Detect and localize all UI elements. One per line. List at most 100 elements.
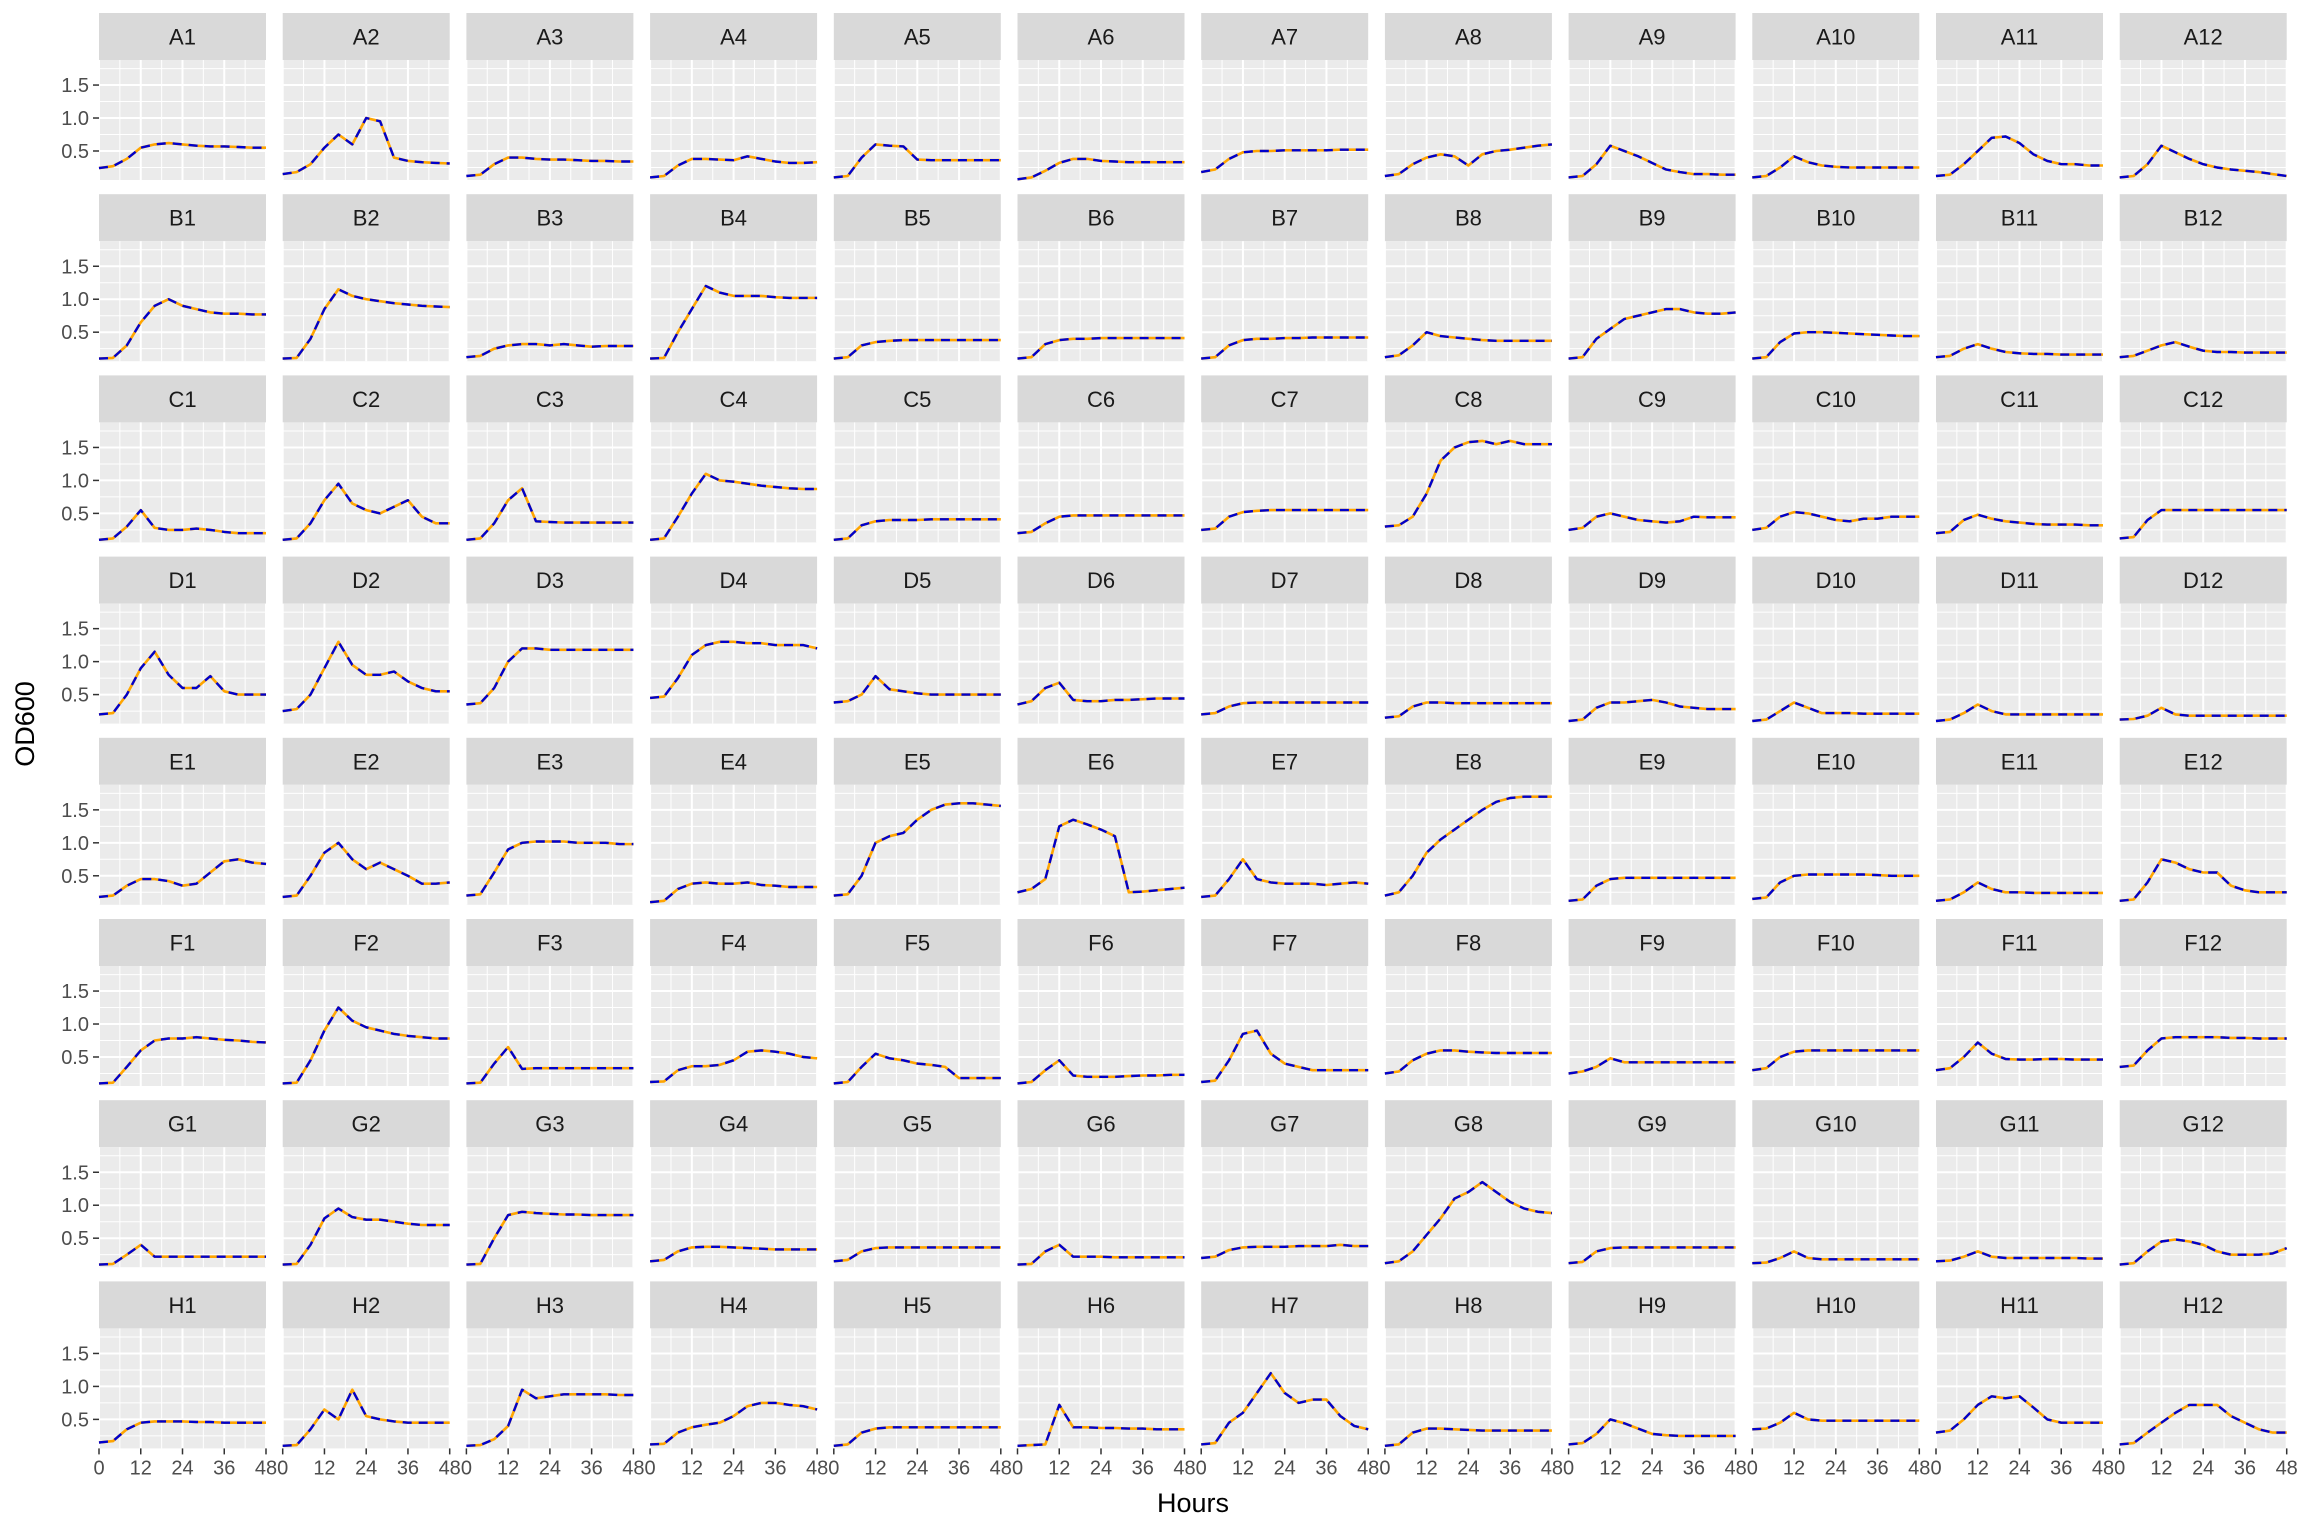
x-tick-label: 0 xyxy=(93,1457,104,1479)
facet-strip-label: G9 xyxy=(1637,1112,1666,1137)
facet-panel-G1: G1 0.5 1.0 1.5 xyxy=(61,1100,267,1268)
smoothed-od-line xyxy=(649,155,818,179)
facet-strip-label: D1 xyxy=(168,568,196,593)
facet-strip xyxy=(833,375,1001,423)
facet-panel-G4: G4 xyxy=(649,1100,819,1268)
facet-panel-A6: A6 xyxy=(1016,13,1186,181)
facet-strip xyxy=(282,13,450,60)
x-tick-label: 0 xyxy=(645,1457,656,1479)
smoothed-od-line xyxy=(466,156,634,178)
x-tick-label: 48 xyxy=(439,1457,461,1479)
facet-strip xyxy=(282,194,450,242)
facet-strip xyxy=(99,737,266,785)
facet-panel-F11: F11 xyxy=(1935,919,2104,1086)
smoothed-od-line xyxy=(833,674,1001,704)
x-tick-label: 12 xyxy=(1599,1457,1621,1479)
facet-strip-label: G1 xyxy=(168,1112,197,1137)
facet-strip xyxy=(1752,1100,1920,1148)
x-tick-label: 48 xyxy=(1357,1457,1379,1479)
smoothed-od-line xyxy=(1935,1250,2103,1263)
facet-strip-label: C3 xyxy=(536,387,564,412)
facet-strip-label: G4 xyxy=(719,1112,748,1137)
facet-strip-label: C11 xyxy=(2000,387,2039,412)
facet-strip-label: F3 xyxy=(537,931,563,956)
smoothed-od-line xyxy=(1935,881,2103,902)
x-tick-label: 48 xyxy=(990,1457,1012,1479)
facet-strip-label: G5 xyxy=(903,1112,932,1137)
smoothed-od-line xyxy=(833,143,1001,179)
facet-strip-label: B6 xyxy=(1088,206,1115,231)
facet-panel-E5: E5 xyxy=(832,737,1002,905)
facet-strip-label: G12 xyxy=(2182,1112,2224,1137)
facet-panel-C9: C9 xyxy=(1567,375,1737,543)
facet-panel-F7: F7 xyxy=(1200,919,1370,1086)
facet-panel-E9: E9 xyxy=(1567,737,1737,905)
facet-strip-label: H2 xyxy=(352,1293,380,1318)
facet-strip-label: D12 xyxy=(2183,568,2223,593)
facet-strip xyxy=(466,919,634,966)
facet-strip-label: E11 xyxy=(2001,749,2039,774)
smoothed-od-line xyxy=(282,482,450,541)
facet-panel-G6: G6 xyxy=(1016,1100,1186,1268)
smoothed-od-line xyxy=(1201,1243,1369,1260)
facet-panel-E10: E10 xyxy=(1751,737,1921,905)
facet-strip xyxy=(2119,13,2287,60)
y-tick-label: 0.5 xyxy=(61,503,89,525)
facet-panel-G9: G9 xyxy=(1567,1100,1737,1268)
smoothed-od-line xyxy=(282,1207,450,1266)
facet-strip xyxy=(466,1281,634,1329)
facet-strip-label: D8 xyxy=(1454,568,1482,593)
facet-strip-label: F10 xyxy=(1817,931,1855,956)
facet-strip xyxy=(1936,1100,2103,1148)
facet-strip-label: H8 xyxy=(1454,1293,1482,1318)
facet-strip xyxy=(650,919,818,966)
facet-strip-label: D5 xyxy=(903,568,931,593)
facet-strip-label: B7 xyxy=(1271,206,1298,231)
facet-strip xyxy=(1017,737,1185,785)
facet-strip-label: B11 xyxy=(2001,206,2039,231)
facet-strip xyxy=(1017,375,1185,423)
facet-strip xyxy=(2119,375,2287,423)
facet-strip-label: G10 xyxy=(1815,1112,1857,1137)
raw-od-line xyxy=(2119,1403,2287,1446)
y-tick-label: 1.5 xyxy=(61,75,89,97)
facet-strip xyxy=(1201,737,1369,785)
facet-panel-D8: D8 xyxy=(1383,556,1553,724)
smoothed-od-line xyxy=(282,841,450,899)
facet-strip-label: E10 xyxy=(1816,749,1855,774)
facet-strip-label: H3 xyxy=(536,1293,564,1318)
facet-strip xyxy=(650,556,818,604)
facet-panel-A3: A3 xyxy=(465,13,635,180)
facet-strip-label: C10 xyxy=(1816,387,1856,412)
facet-panel-E7: E7 xyxy=(1200,737,1370,905)
smoothed-od-line xyxy=(2119,508,2287,540)
y-tick-label: 1.0 xyxy=(61,470,89,492)
facet-panel-E4: E4 xyxy=(649,737,819,905)
facet-panel-D4: D4 xyxy=(649,556,819,724)
facet-panel-E8: E8 xyxy=(1383,737,1553,905)
facet-panel-D12: D12 xyxy=(2118,556,2288,724)
x-tick-label: 36 xyxy=(2234,1457,2256,1479)
facet-strip-label: A1 xyxy=(169,25,196,50)
x-tick-label: 0 xyxy=(1747,1457,1758,1479)
smoothed-od-line xyxy=(2119,340,2287,359)
facet-strip-label: A6 xyxy=(1088,25,1115,50)
facet-strip-label: F1 xyxy=(170,931,196,956)
facet-panel-D7: D7 xyxy=(1200,556,1370,724)
facet-panel-A4: A4 xyxy=(649,13,819,180)
smoothed-od-line xyxy=(1200,148,1369,174)
facet-strip xyxy=(1017,1100,1185,1148)
facet-strip-label: B8 xyxy=(1455,206,1482,231)
facet-strip xyxy=(1568,919,1736,966)
facet-strip xyxy=(1384,556,1552,604)
facet-panel-C7: C7 xyxy=(1200,375,1370,543)
facet-panel-B9: B9 xyxy=(1567,194,1737,362)
facet-strip xyxy=(833,1100,1001,1148)
facet-strip-label: A3 xyxy=(536,25,563,50)
y-tick-label: 0.5 xyxy=(61,1047,89,1069)
x-tick-label: 0 xyxy=(1196,1457,1207,1479)
facet-strip-label: G2 xyxy=(352,1112,381,1137)
smoothed-od-line xyxy=(1384,1180,1553,1265)
x-tick-label: 0 xyxy=(828,1457,839,1479)
facet-strip-label: H1 xyxy=(168,1293,196,1318)
